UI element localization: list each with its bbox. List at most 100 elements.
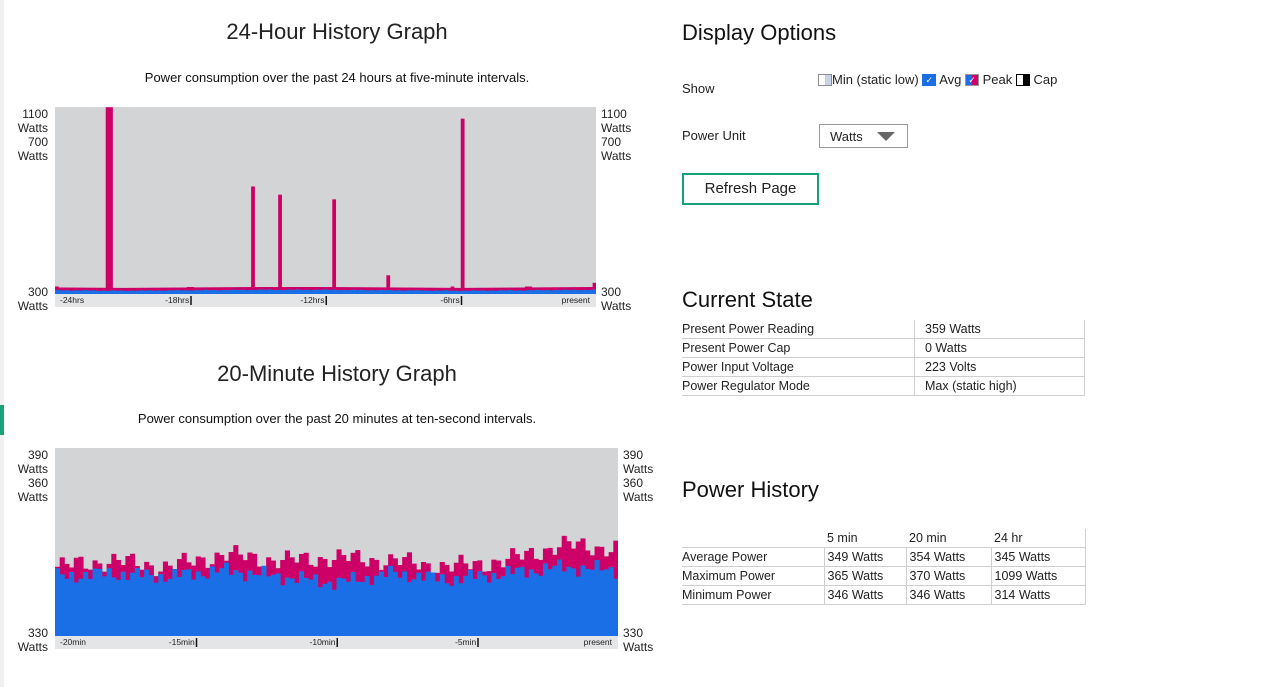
avg-bar — [298, 289, 303, 294]
avg-bar — [518, 290, 523, 294]
avg-bar — [364, 575, 370, 636]
state-value: Max (static high) — [914, 376, 1085, 396]
x-tick-label: -5min — [455, 637, 477, 647]
avg-bar — [230, 289, 235, 294]
avg-bar — [603, 569, 610, 636]
avg-bar — [71, 290, 76, 294]
avg-bar — [335, 290, 340, 294]
table-row: Power Regulator Mode Max (static high) — [682, 376, 1085, 396]
checkbox-min-box[interactable] — [818, 74, 832, 86]
avg-bar — [453, 576, 459, 636]
avg-bar — [437, 290, 441, 294]
avg-bar — [372, 290, 377, 294]
avg-bar — [257, 289, 262, 294]
checkbox-cap[interactable]: Cap — [1015, 72, 1058, 87]
avg-bar — [439, 574, 445, 636]
peak-bar — [457, 287, 462, 294]
table-cell: 349 Watts — [823, 547, 906, 567]
avg-bar — [416, 290, 421, 294]
avg-bar — [78, 578, 84, 636]
avg-bar — [430, 572, 436, 636]
x-tick-mark — [477, 638, 479, 647]
avg-bar — [332, 289, 337, 294]
checkbox-cap-label: Cap — [1033, 72, 1058, 87]
avg-bar — [115, 579, 122, 636]
checkbox-peak[interactable]: ✓ Peak — [965, 72, 1012, 87]
avg-bar — [575, 290, 580, 294]
avg-bar — [472, 579, 478, 636]
checkbox-cap-box[interactable] — [1015, 74, 1030, 86]
y-label: 700 — [601, 135, 622, 149]
column-header: 5 min — [824, 529, 906, 548]
avg-bar — [565, 289, 570, 294]
row-label: Minimum Power — [682, 585, 824, 605]
avg-bar — [555, 289, 560, 294]
avg-bar — [423, 290, 428, 294]
avg-bar — [594, 560, 600, 636]
avg-bar — [159, 290, 164, 294]
left-edge-marker — [0, 405, 4, 435]
avg-bar — [355, 290, 360, 294]
avg-bar — [341, 578, 347, 636]
avg-bar — [491, 290, 495, 294]
checkbox-avg[interactable]: ✓ Avg — [922, 72, 961, 87]
avg-bar — [111, 577, 117, 636]
table-header-row: 5 min 20 min 24 hr — [682, 529, 1086, 548]
checkbox-peak-box[interactable]: ✓ — [965, 74, 980, 86]
peak-bar — [190, 286, 195, 294]
avg-bar — [237, 572, 244, 636]
table-row: Minimum Power 346 Watts 346 Watts 314 Wa… — [682, 585, 1086, 605]
avg-bar — [325, 289, 330, 294]
avg-bar — [197, 290, 201, 294]
avg-bar — [458, 583, 464, 636]
graph24-y-labels-top-right: 1100 Watts 700 Watts — [601, 107, 641, 163]
plot-background — [55, 107, 596, 294]
avg-bar — [289, 578, 295, 636]
avg-bar — [213, 289, 218, 294]
avg-bar — [134, 568, 140, 636]
avg-bar — [608, 567, 614, 636]
avg-bar — [481, 290, 485, 294]
avg-bar — [399, 290, 404, 294]
avg-bar — [374, 575, 380, 636]
y-label: 300 — [601, 285, 622, 299]
avg-bar — [470, 290, 475, 294]
avg-bar — [308, 290, 313, 294]
avg-bar — [190, 290, 195, 294]
avg-bar — [119, 290, 124, 294]
refresh-page-button[interactable]: Refresh Page — [682, 173, 819, 205]
avg-bar — [447, 290, 452, 294]
checkbox-min[interactable]: Min (static low) — [818, 72, 919, 87]
peak-bar — [484, 287, 489, 294]
avg-bar — [322, 583, 328, 636]
avg-bar — [500, 576, 506, 636]
avg-bar — [298, 571, 305, 636]
avg-bar — [552, 290, 556, 294]
avg-bar — [580, 565, 586, 636]
avg-bar — [430, 290, 435, 294]
checkbox-avg-box[interactable]: ✓ — [922, 74, 937, 86]
avg-bar — [538, 575, 544, 636]
avg-bar — [548, 290, 553, 294]
graph20-plot: -20min -15min -10min -5min present — [55, 448, 618, 649]
power-history-table: 5 min 20 min 24 hr Average Power 349 Wat… — [682, 529, 1086, 605]
avg-bar — [153, 290, 157, 294]
peak-bar — [278, 194, 282, 294]
graph24-y-labels-bottom-left: 300 Watts — [10, 285, 48, 313]
table-cell: 346 Watts — [823, 585, 906, 605]
avg-bar — [270, 574, 276, 636]
avg-bar — [561, 571, 567, 636]
left-edge-bar — [0, 0, 4, 687]
avg-bar — [106, 568, 112, 636]
avg-bar — [261, 565, 267, 636]
avg-bar — [392, 571, 398, 636]
avg-bar — [256, 575, 262, 636]
avg-bar — [132, 290, 137, 294]
avg-bar — [234, 289, 238, 294]
avg-bar — [393, 290, 397, 294]
avg-bar — [266, 576, 272, 636]
power-unit-select[interactable]: Watts — [819, 124, 908, 148]
avg-bar — [510, 573, 516, 636]
avg-bar — [484, 290, 489, 294]
avg-bar — [166, 290, 171, 294]
